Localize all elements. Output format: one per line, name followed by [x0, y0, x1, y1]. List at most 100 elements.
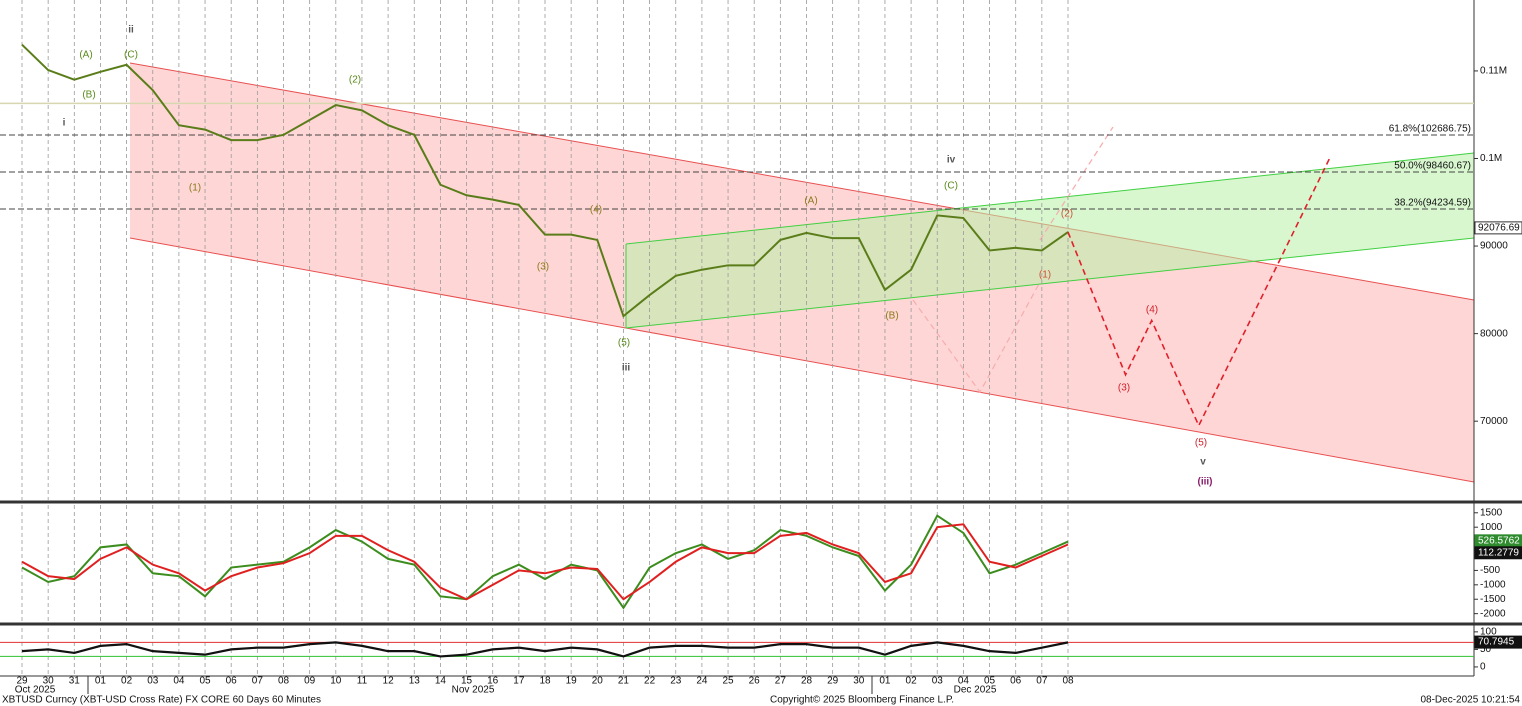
channel-line	[625, 152, 1475, 245]
y-tick-label: 70000	[1480, 416, 1508, 427]
x-tick-label: 14	[435, 676, 447, 687]
x-tick-label: 29	[827, 676, 839, 687]
x-tick-label: 05	[984, 676, 996, 687]
x-tick-label: 23	[670, 676, 682, 687]
macd-line	[21, 523, 1069, 601]
x-tick-label: 12	[383, 676, 395, 687]
x-tick-label: 31	[69, 676, 81, 687]
x-group-label: Nov 2025	[452, 685, 495, 696]
x-tick-label: 07	[252, 676, 264, 687]
y-tick-label: 90000	[1480, 241, 1508, 252]
wave-label: ii	[128, 25, 134, 36]
x-tick-label: 08	[278, 676, 290, 687]
x-group-label: Dec 2025	[954, 685, 997, 696]
wave-label: (5)	[1195, 438, 1207, 449]
wave-label: iv	[947, 155, 956, 166]
x-tick-label: 20	[592, 676, 604, 687]
x-tick-label: 06	[226, 676, 238, 687]
rsi-line	[21, 641, 1069, 658]
channel-line	[625, 237, 1475, 329]
projection	[1067, 158, 1331, 428]
x-tick-label: 01	[95, 676, 107, 687]
fib-label: 50.0%(98460.67)	[1394, 161, 1471, 172]
y-tick-label: 80000	[1480, 328, 1508, 339]
green-channel	[626, 153, 1474, 328]
wave-label: (1)	[1039, 270, 1051, 281]
wave-label: (3)	[1118, 383, 1130, 394]
wave-label: i	[63, 118, 66, 129]
x-tick-label: 09	[304, 676, 316, 687]
copyright: Copyright© 2025 Bloomberg Finance L.P.	[770, 695, 954, 706]
x-tick-label: 10	[330, 676, 342, 687]
x-tick-label: 16	[487, 676, 499, 687]
x-tick-label: 18	[539, 676, 551, 687]
wave-label: (A)	[804, 196, 817, 207]
last-value-label: 92076.69	[1478, 223, 1520, 234]
fib-label: 38.2%(94234.59)	[1394, 198, 1471, 209]
macd-line	[21, 514, 1069, 610]
x-tick-label: 03	[147, 676, 159, 687]
x-tick-label: 03	[932, 676, 944, 687]
y-tick-label: 50	[1480, 644, 1492, 655]
wave-label: (B)	[885, 311, 898, 322]
last-value-label: 112.2779	[1478, 547, 1519, 558]
wave-label: (4)	[590, 205, 602, 216]
fib-label: 61.8%(102686.75)	[1389, 124, 1471, 135]
x-tick-label: 13	[409, 676, 421, 687]
x-tick-label: 30	[853, 676, 865, 687]
x-tick-label: 26	[749, 676, 761, 687]
wave-label: (A)	[79, 50, 92, 61]
alt-path	[1039, 126, 1114, 241]
y-tick-label: 0.1M	[1480, 153, 1502, 164]
x-tick-label: 07	[1036, 676, 1048, 687]
x-tick-label: 08	[1062, 676, 1074, 687]
x-tick-label: 11	[357, 676, 368, 687]
x-tick-label: 04	[958, 676, 970, 687]
y-tick-label: 100	[1480, 626, 1497, 637]
x-tick-label: 19	[566, 676, 578, 687]
wave-label: (5)	[618, 338, 630, 349]
wave-label: (4)	[1146, 305, 1158, 316]
y-tick-label: 1000	[1480, 522, 1503, 533]
x-tick-label: 30	[43, 676, 55, 687]
wave-label: (B)	[82, 90, 95, 101]
x-tick-label: 15	[461, 676, 473, 687]
x-tick-label: 28	[801, 676, 813, 687]
price-line	[21, 43, 1069, 318]
wave-label: (C)	[944, 181, 958, 192]
x-tick-label: 06	[1010, 676, 1022, 687]
y-tick-label: 0.11M	[1480, 66, 1507, 77]
x-tick-label: 04	[173, 676, 185, 687]
last-value-box	[1474, 635, 1522, 649]
y-tick-label: -1000	[1480, 579, 1506, 590]
alt-path	[912, 281, 1041, 394]
wave-label: (2)	[1061, 209, 1073, 220]
wave-label: (1)	[189, 183, 201, 194]
x-tick-label: 25	[722, 676, 734, 687]
x-tick-label: 22	[644, 676, 656, 687]
last-value-box	[1474, 221, 1522, 235]
channel-line	[129, 237, 1475, 483]
y-tick-label: 0	[1480, 662, 1486, 673]
wave-label: v	[1200, 457, 1206, 468]
last-value-box	[1474, 546, 1522, 560]
x-tick-label: 29	[16, 676, 28, 687]
wave-label: iii	[622, 363, 631, 374]
security-label: XBTUSD Curncy (XBT-USD Cross Rate) FX CO…	[2, 695, 321, 706]
x-tick-label: 17	[513, 676, 525, 687]
y-tick-label: -2000	[1480, 608, 1506, 619]
x-tick-label: 24	[696, 676, 708, 687]
timestamp: 08-Dec-2025 10:21:54	[1420, 695, 1520, 706]
x-group-label: Oct 2025	[15, 685, 56, 696]
wave-label: (C)	[124, 50, 138, 61]
last-value-label: 526.5762	[1478, 535, 1520, 546]
y-tick-label: -1500	[1480, 594, 1506, 605]
y-tick-label: -500	[1480, 565, 1500, 576]
y-tick-label: 1500	[1480, 507, 1503, 518]
wave-label: (iii)	[1198, 477, 1213, 488]
x-tick-label: 02	[906, 676, 918, 687]
x-tick-label: 01	[879, 676, 891, 687]
x-tick-label: 05	[199, 676, 211, 687]
x-tick-label: 27	[775, 676, 787, 687]
